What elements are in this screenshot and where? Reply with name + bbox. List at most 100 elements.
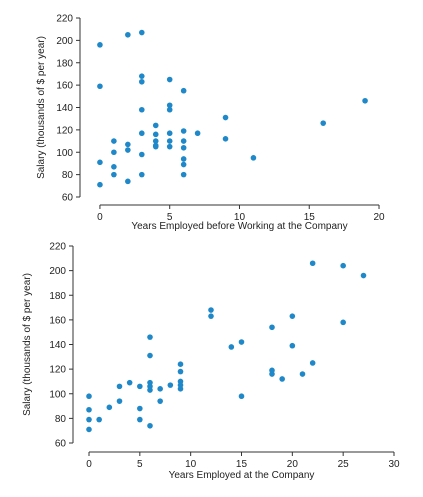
- y-tick-label: 80: [62, 170, 74, 181]
- x-axis-label: Years Employed at the Company: [169, 470, 315, 481]
- y-tick-label: 100: [56, 148, 73, 159]
- x-tick-label: 5: [167, 212, 173, 223]
- x-axis-label: Years Employed before Working at the Com…: [131, 221, 347, 232]
- x-tick-label: 10: [234, 212, 246, 223]
- point: [152, 138, 159, 144]
- point: [177, 386, 184, 392]
- point: [97, 159, 103, 166]
- point: [180, 144, 187, 151]
- point: [138, 151, 145, 158]
- point: [180, 171, 187, 178]
- point: [97, 181, 103, 188]
- y-tick-label: 200: [49, 266, 66, 277]
- point: [137, 416, 143, 423]
- point: [125, 178, 131, 185]
- point: [111, 138, 117, 144]
- point: [111, 149, 117, 156]
- x-tick-label: 10: [185, 459, 197, 470]
- y-tick-label: 120: [49, 365, 66, 376]
- y-tick-label: 160: [56, 81, 73, 92]
- point: [208, 313, 214, 319]
- point: [177, 368, 184, 375]
- point: [167, 382, 174, 388]
- point: [137, 405, 143, 412]
- point: [138, 29, 145, 36]
- point: [157, 398, 163, 404]
- point: [138, 130, 145, 137]
- point: [289, 313, 296, 319]
- point: [166, 130, 173, 137]
- point: [111, 171, 117, 178]
- point: [177, 361, 184, 368]
- y-tick-label: 200: [56, 36, 73, 47]
- point: [106, 404, 113, 411]
- x-tick-label: 30: [388, 459, 400, 470]
- point: [125, 141, 131, 148]
- point: [250, 155, 257, 161]
- x-tick-label: 15: [236, 459, 248, 470]
- point: [180, 87, 187, 94]
- point: [138, 73, 145, 79]
- point: [222, 114, 229, 121]
- point: [126, 379, 133, 386]
- x-tick-label: 20: [373, 212, 385, 223]
- point: [279, 376, 285, 382]
- point: [125, 31, 131, 38]
- point: [180, 138, 187, 144]
- point: [152, 143, 159, 150]
- point: [116, 383, 123, 390]
- point: [166, 106, 173, 113]
- y-tick-label: 140: [56, 103, 73, 114]
- x-tick-label: 5: [137, 459, 143, 470]
- point: [147, 387, 153, 393]
- point: [86, 426, 92, 433]
- x-tick-label: 0: [86, 459, 92, 470]
- point: [166, 102, 173, 109]
- y-tick-label: 180: [56, 58, 73, 69]
- point: [289, 342, 296, 349]
- point: [208, 307, 214, 313]
- y-tick-label: 180: [49, 291, 66, 302]
- y-tick-label: 160: [49, 315, 66, 326]
- point: [340, 262, 346, 269]
- point: [147, 352, 153, 359]
- point: [194, 130, 201, 137]
- y-axis-label: Salary (thousands of $ per year): [36, 36, 47, 179]
- point: [97, 42, 103, 48]
- y-tick-label: 60: [62, 193, 74, 204]
- point: [166, 76, 173, 83]
- point: [152, 131, 159, 138]
- point: [238, 393, 245, 400]
- point: [320, 120, 327, 126]
- x-tick-label: 25: [338, 459, 350, 470]
- y-axis-label: Salary (thousands of $ per year): [22, 273, 33, 416]
- x-tick-label: 0: [97, 212, 103, 223]
- point: [269, 324, 275, 331]
- point: [86, 416, 92, 423]
- point: [238, 339, 245, 345]
- point: [86, 393, 92, 400]
- y-tick-label: 120: [56, 125, 73, 136]
- point: [228, 344, 235, 350]
- y-tick-label: 220: [56, 14, 73, 25]
- x-tick-label: 15: [304, 212, 316, 223]
- point: [362, 97, 368, 104]
- point: [340, 319, 346, 326]
- y-tick-label: 100: [49, 389, 66, 400]
- point: [166, 143, 173, 150]
- point: [180, 128, 187, 134]
- point: [360, 272, 367, 279]
- point: [138, 78, 145, 85]
- point: [309, 260, 316, 267]
- point: [166, 138, 173, 144]
- point: [97, 83, 103, 90]
- y-tick-label: 60: [55, 439, 67, 450]
- y-tick-label: 220: [49, 242, 66, 253]
- point: [116, 398, 123, 404]
- point: [86, 406, 92, 413]
- point: [137, 383, 143, 390]
- y-tick-label: 80: [55, 414, 67, 425]
- point: [147, 334, 153, 340]
